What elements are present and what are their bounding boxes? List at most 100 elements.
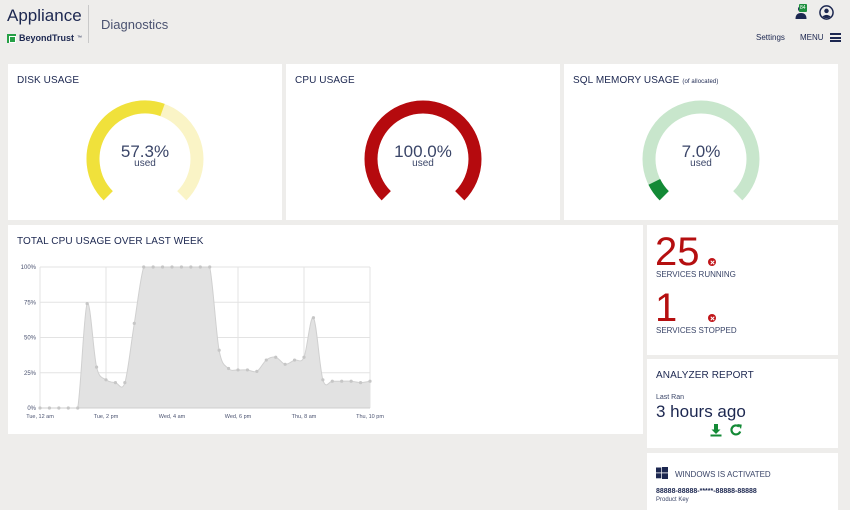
- error-icon: [708, 258, 716, 266]
- sql-memory-gauge: [642, 100, 760, 201]
- data-point: [330, 379, 334, 383]
- sql-memory-value: 7.0%: [681, 142, 721, 161]
- app-title: Appliance: [7, 6, 82, 25]
- gauge-track: [642, 100, 760, 201]
- services-running-label: SERVICES RUNNING: [656, 270, 736, 279]
- data-point: [283, 362, 287, 366]
- services-stopped-label: SERVICES STOPPED: [656, 326, 737, 335]
- cpu-area: [40, 267, 370, 408]
- data-point: [198, 265, 202, 269]
- y-tick-label: 50%: [24, 336, 37, 342]
- notification-badge: 84: [799, 4, 807, 12]
- data-point: [311, 316, 316, 320]
- brand-logo: BeyondTrust ™: [7, 33, 82, 43]
- notifications-button[interactable]: 84: [794, 4, 812, 20]
- y-tick-label: 75%: [24, 300, 37, 306]
- sql-memory-card: SQL MEMORY USAGE (of allocated) 7.0% use…: [564, 64, 838, 220]
- windows-card: WINDOWS IS ACTIVATED 88888-88888-*****-8…: [647, 453, 838, 510]
- last-ran-label: Last Ran: [656, 394, 685, 401]
- windows-logo-icon: [656, 467, 668, 479]
- brand-trademark: ™: [77, 35, 83, 41]
- settings-link[interactable]: Settings: [756, 33, 785, 42]
- download-icon[interactable]: [709, 423, 723, 437]
- app-header: Appliance BeyondTrust ™ Diagnostics 84 Se…: [0, 0, 850, 56]
- data-point: [217, 348, 221, 352]
- analyzer-card: ANALYZER REPORT Last Ran 3 hours ago: [647, 359, 838, 448]
- data-point: [226, 366, 231, 371]
- cpu-usage-card: CPU USAGE 100.0% used: [286, 64, 560, 220]
- x-tick-label: Thu, 10 pm: [356, 414, 384, 420]
- refresh-icon[interactable]: [729, 423, 743, 437]
- data-point: [47, 406, 52, 410]
- sql-memory-title: SQL MEMORY USAGE (of allocated): [573, 75, 719, 86]
- disk-usage-card: DISK USAGE 57.3% used: [8, 64, 282, 220]
- data-point: [94, 365, 99, 369]
- error-icon: [708, 314, 716, 322]
- data-point: [340, 379, 344, 383]
- menu-label: MENU: [800, 33, 824, 42]
- data-point: [170, 265, 174, 269]
- disk-usage-title: DISK USAGE: [17, 75, 80, 86]
- beyondtrust-logo-icon: [7, 33, 16, 43]
- x-tick-label: Tue, 2 pm: [94, 414, 119, 420]
- gauge-fill: [648, 178, 669, 201]
- data-point: [302, 355, 306, 359]
- x-tick-label: Wed, 6 pm: [225, 414, 252, 420]
- cpu-week-card: TOTAL CPU USAGE OVER LAST WEEK 0% 25% 50% 7…: [8, 225, 643, 434]
- data-point: [292, 358, 297, 362]
- data-point: [142, 265, 146, 269]
- gauge-fill: [86, 100, 165, 201]
- data-point: [368, 379, 372, 383]
- data-point: [113, 381, 118, 385]
- disk-usage-sub: used: [134, 158, 156, 169]
- services-card: 25 SERVICES RUNNING 1 SERVICES STOPPED: [647, 225, 838, 355]
- hamburger-icon: [829, 33, 841, 42]
- x-tick-label: Wed, 4 am: [159, 414, 186, 420]
- data-point: [349, 379, 353, 383]
- data-point: [104, 378, 108, 382]
- x-tick-label: Thu, 8 am: [292, 414, 317, 420]
- data-point: [208, 265, 212, 269]
- header-divider: [88, 5, 89, 43]
- user-account-icon[interactable]: [819, 5, 834, 20]
- y-tick-label: 0%: [27, 406, 36, 412]
- disk-usage-gauge: [86, 100, 204, 201]
- windows-status: WINDOWS IS ACTIVATED: [675, 470, 771, 479]
- analyzer-title: ANALYZER REPORT: [656, 370, 754, 381]
- y-tick-label: 100%: [21, 265, 37, 271]
- data-point: [245, 368, 250, 372]
- product-key-label: Product Key: [656, 497, 689, 503]
- services-stopped-count: 1: [655, 286, 678, 330]
- cpu-usage-gauge: [364, 100, 482, 201]
- data-point: [151, 265, 155, 269]
- y-tick-label: 25%: [24, 371, 37, 377]
- menu-button[interactable]: MENU: [800, 33, 841, 42]
- data-point: [76, 406, 80, 410]
- data-point: [189, 265, 193, 269]
- sql-memory-sub: used: [690, 158, 712, 169]
- gauge-fill: [364, 100, 482, 201]
- product-key-value: 88888-88888-*****-88888-88888: [656, 488, 757, 495]
- data-point: [358, 381, 363, 385]
- cpu-usage-title: CPU USAGE: [295, 75, 355, 86]
- data-point: [66, 406, 70, 410]
- x-tick-label: Tue, 12 am: [26, 414, 54, 420]
- data-point: [255, 369, 259, 373]
- disk-usage-value: 57.3%: [120, 142, 170, 161]
- data-point: [57, 406, 61, 410]
- data-point: [179, 265, 184, 269]
- cpu-week-title: TOTAL CPU USAGE OVER LAST WEEK: [17, 236, 204, 247]
- data-point: [160, 265, 165, 269]
- cpu-usage-sub: used: [412, 158, 434, 169]
- services-running-count: 25: [655, 230, 700, 274]
- page-title: Diagnostics: [101, 17, 169, 32]
- brand-name: BeyondTrust: [19, 33, 75, 43]
- data-point: [321, 378, 325, 382]
- cpu-week-chart: 0% 25% 50% 75% 100% Tue, 12 am Tue, 2 pm Wed, 4…: [21, 265, 385, 420]
- data-point: [274, 355, 278, 359]
- cpu-usage-value: 100.0%: [394, 142, 452, 161]
- data-point: [236, 368, 240, 372]
- data-point: [264, 358, 268, 362]
- data-point: [132, 321, 136, 325]
- data-point: [38, 406, 42, 410]
